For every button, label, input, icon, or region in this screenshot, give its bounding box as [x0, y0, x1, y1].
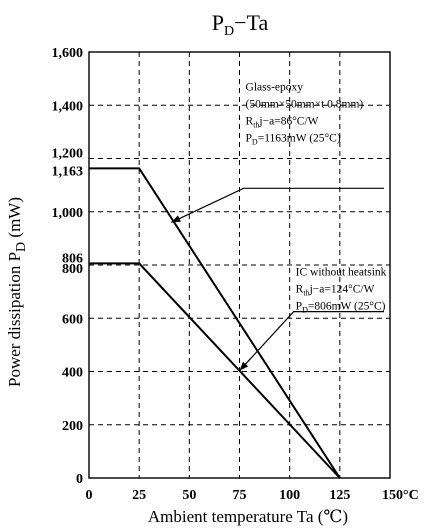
- x-axis-label: Ambient temperature Ta (℃): [148, 507, 348, 526]
- series-line: [89, 167, 341, 479]
- y-tick-label: 806: [62, 251, 83, 266]
- annotation-leader: [239, 310, 384, 372]
- annotation-line: PD=1163mW (25°C): [246, 133, 341, 147]
- annotation-arrowhead: [171, 215, 181, 223]
- y-tick-label: 600: [62, 312, 83, 327]
- y-tick-label: 1,000: [52, 206, 84, 221]
- y-tick-label: 1,600: [52, 46, 84, 61]
- annotation-line: IC without heatsink: [296, 267, 387, 279]
- chart-title: PD−Ta: [212, 10, 269, 39]
- x-tick-label: 150°C: [382, 488, 419, 503]
- annotation-line: PD=806mW (25°C): [296, 301, 386, 315]
- y-axis-label-rest: (mW): [5, 197, 24, 242]
- y-tick-label: 1,400: [52, 99, 84, 114]
- x-tick-label: 50: [182, 488, 196, 503]
- chart-title-subscript: D: [224, 24, 234, 39]
- y-tick-label: 1,163: [52, 164, 84, 179]
- annotation-line: Rthj−a=124°C/W: [296, 284, 375, 298]
- annotation-line: Glass-epoxy: [246, 82, 304, 94]
- y-axis-label-subscript: D: [14, 242, 29, 252]
- y-tick-label: 400: [62, 366, 83, 381]
- chart-title-main: P: [212, 10, 224, 35]
- y-tick-label: 1,200: [52, 147, 84, 162]
- annotation-leader: [171, 187, 384, 223]
- y-axis-label: Power dissipation PD (mW): [5, 197, 29, 387]
- series-line: [89, 262, 341, 479]
- x-tick-label: 125: [329, 488, 350, 503]
- x-tick-label: 25: [132, 488, 146, 503]
- annotation-line: (50mm×50mm×t 0.8mm): [246, 99, 364, 111]
- x-tick-label: 75: [233, 488, 247, 503]
- grid-lines: [89, 52, 390, 478]
- plot-frame: [88, 51, 391, 479]
- y-tick-label: 0: [76, 472, 83, 487]
- annotations: Glass-epoxy (50mm×50mm×t 0.8mm) Rthj−a=86°…: [171, 82, 387, 372]
- annotation-line: Rthj−a=86°C/W: [246, 116, 319, 130]
- y-tick-label: 800: [62, 262, 83, 277]
- y-tick-label: 200: [62, 419, 83, 434]
- chart-title-rest: −Ta: [234, 10, 268, 35]
- y-axis-label-main: Power dissipation P: [5, 252, 24, 387]
- annotation-arrowhead: [239, 361, 249, 371]
- data-series: [89, 167, 341, 479]
- x-tick-label: 100: [279, 488, 300, 503]
- x-tick-label: 0: [86, 488, 93, 503]
